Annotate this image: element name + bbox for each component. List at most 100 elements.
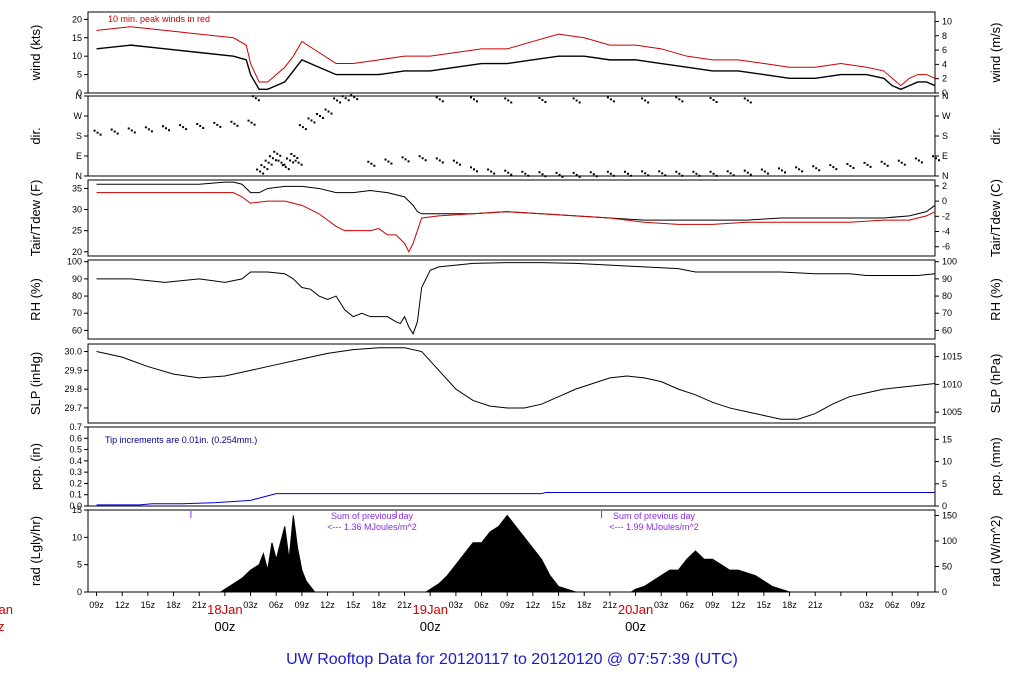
dir-point	[729, 172, 732, 175]
tair-ytick-label: 20	[72, 247, 82, 257]
pcp-ytick-label: 0.3	[69, 467, 82, 477]
dir-point	[641, 170, 644, 173]
dir-point	[319, 115, 321, 117]
pcp-ylabel-right: pcp. (mm)	[988, 437, 1003, 496]
dir-point	[473, 168, 475, 171]
dir-point	[507, 99, 510, 102]
time-tick-label: 12z	[731, 600, 746, 610]
dir-point	[749, 101, 752, 104]
day-label: 20Jan	[618, 602, 653, 617]
dir-point	[578, 101, 581, 104]
time-tick-label: 21z	[808, 600, 823, 610]
edge-hour-label: z	[0, 619, 5, 634]
rad-ytick-label: 10	[72, 532, 82, 542]
time-tick-label: 03z	[243, 600, 258, 610]
rh-right-tick-label: 90	[942, 274, 952, 284]
time-tick-label: 15z	[141, 600, 156, 610]
dir-point	[307, 117, 310, 120]
dir-point	[424, 159, 427, 162]
time-tick-label: 12z	[320, 600, 335, 610]
dir-point	[230, 120, 233, 123]
time-tick-label: 09z	[911, 600, 926, 610]
rad-ytick-label: 15	[72, 505, 82, 515]
rad-ytick-label: 5	[77, 560, 82, 570]
dir-point	[760, 168, 763, 171]
dir-point	[641, 97, 644, 100]
dir-point	[262, 172, 265, 175]
dir-right-tick-label: N	[942, 171, 949, 181]
pcp-right-tick-label: 15	[942, 434, 952, 444]
dir-point	[900, 161, 903, 164]
slp-right-tick-label: 1015	[942, 352, 962, 362]
dir-point	[435, 157, 438, 160]
day-label: 18Jan	[207, 602, 242, 617]
wind-ytick-label: 0	[77, 88, 82, 98]
dir-point	[712, 99, 715, 101]
dir-point	[387, 160, 390, 163]
dir-point	[202, 127, 205, 129]
dir-point	[93, 129, 96, 132]
dir-point	[784, 171, 786, 174]
dir-point	[675, 96, 678, 99]
dir-ytick-label: E	[76, 151, 82, 161]
dir-point	[732, 174, 735, 177]
tair-right-tick-label: 2	[942, 181, 947, 191]
wind-ylabel-right: wind (m/s)	[988, 23, 1003, 84]
dir-point	[182, 126, 185, 129]
time-tick-label: 18z	[577, 600, 592, 610]
day-hour-label: 00z	[625, 619, 646, 634]
tair-right-tick-label: -4	[942, 227, 950, 237]
dir-point	[815, 167, 818, 170]
dir-point	[133, 131, 136, 134]
dir-point	[612, 100, 615, 103]
dir-point	[330, 112, 333, 115]
rad-annotation-2a: Sum of previous day	[613, 511, 696, 521]
rh-panel-frame	[87, 259, 936, 340]
day-hour-label: 00z	[214, 619, 235, 634]
dir-point	[96, 131, 99, 134]
dir-point	[322, 117, 324, 119]
dir-point	[293, 155, 296, 157]
dir-point	[541, 173, 544, 176]
dir-point	[367, 160, 370, 163]
dir-point	[289, 159, 292, 162]
dir-point	[606, 96, 609, 99]
time-tick-label: 18z	[372, 600, 387, 610]
wind-right-tick-label: 2	[942, 74, 947, 84]
time-tick-label: 03z	[654, 600, 669, 610]
dir-point	[835, 168, 838, 171]
dir-point	[647, 174, 650, 177]
dir-point	[778, 167, 780, 170]
rh-right-tick-label: 80	[942, 291, 952, 301]
dir-point	[818, 169, 821, 172]
dir-point	[681, 100, 684, 103]
dir-point	[251, 95, 254, 98]
tair-ylabel: Tair/Tdew (F)	[28, 180, 43, 257]
rad-annotation-1a: Sum of previous day	[331, 511, 414, 521]
dir-point	[99, 133, 102, 136]
dir-point	[185, 128, 188, 131]
dir-point	[281, 164, 284, 167]
dir-point	[421, 157, 424, 160]
dir-ytick-label: S	[76, 131, 82, 141]
dir-ylabel-right: dir.	[988, 127, 1003, 144]
dir-point	[715, 101, 718, 103]
dir-point	[324, 108, 327, 111]
wind-right-tick-label: 8	[942, 31, 947, 41]
dir-point	[341, 95, 344, 98]
rad-ylabel-right: rad (W/m^2)	[988, 515, 1003, 586]
dir-point	[438, 159, 441, 162]
time-tick-label: 18z	[166, 600, 181, 610]
dir-point	[561, 175, 564, 178]
dir-ytick-label: W	[74, 111, 83, 121]
dir-point	[572, 97, 575, 100]
dir-point	[606, 170, 609, 173]
dir-point	[298, 124, 301, 127]
wind-annotation: 10 min. peak winds in red	[108, 14, 210, 24]
dir-point	[863, 161, 866, 164]
dir-point	[644, 99, 647, 102]
tair-right-tick-label: 0	[942, 196, 947, 206]
wind-ytick-label: 20	[72, 14, 82, 24]
rh-ytick-label: 70	[72, 308, 82, 318]
